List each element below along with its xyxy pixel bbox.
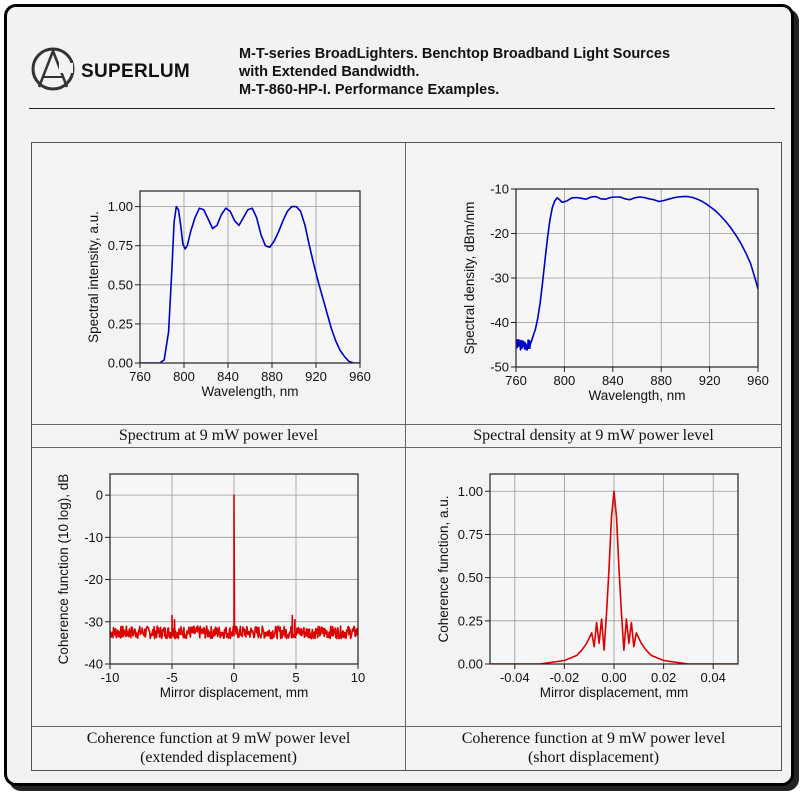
- plot-frame: [139, 190, 361, 364]
- x-tick-label: 10: [351, 670, 365, 685]
- x-tick-label: 760: [505, 373, 527, 388]
- x-tick-label: 920: [305, 369, 327, 384]
- y-tick-label: -10: [490, 182, 509, 197]
- y-tick-label: 0.50: [108, 277, 133, 292]
- x-tick-label: 0.00: [601, 670, 626, 685]
- grid-divider: [32, 447, 781, 448]
- series-group: [490, 490, 738, 664]
- y-tick-label: -20: [490, 226, 509, 241]
- y-tick-label: -10: [84, 530, 103, 545]
- spectral-density-chart: 760 800 840 880 920 960 -50 -40 -30 -20 -10 Wavelen…: [462, 182, 769, 404]
- caption-coherence-extended: Coherence function at 9 mW power level (…: [32, 729, 405, 767]
- caption-spectral-density: Spectral density at 9 mW power level: [473, 427, 714, 444]
- caption-coherence-short: Coherence function at 9 mW power level (…: [406, 729, 781, 767]
- y-tick-label: 0.75: [108, 238, 133, 253]
- x-tick-label: -0.02: [550, 670, 580, 685]
- x-tick-label: 0: [230, 670, 237, 685]
- y-axis-label: Coherence function, a.u.: [436, 495, 451, 642]
- y-tick-label: 0: [96, 488, 103, 503]
- x-tick-label: 960: [747, 373, 769, 388]
- y-axis-label: Spectral density, dBm/nm: [462, 202, 477, 355]
- x-tick-label: 0.04: [701, 670, 726, 685]
- y-tick-label: 0.25: [108, 316, 133, 331]
- superlum-logo-icon: [31, 47, 75, 91]
- y-tick-label: -50: [490, 360, 509, 375]
- y-tick-label: -30: [84, 614, 103, 629]
- x-tick-label: -10: [101, 670, 120, 685]
- title-line-1: M-T-series BroadLighters. Benchtop Broad…: [239, 46, 671, 62]
- chart-grid: 760 800 840 880 920 960 0.00 0.25 0.50 0.75 1.00 Wa…: [31, 142, 782, 771]
- series-group: [140, 205, 360, 363]
- x-tick-label: 880: [261, 369, 283, 384]
- grid-divider: [32, 726, 781, 727]
- x-axis-label: Wavelength, nm: [201, 384, 298, 399]
- data-series-line: [516, 195, 758, 351]
- x-tick-label: -0.04: [500, 670, 530, 685]
- x-tick-label: 5: [292, 670, 299, 685]
- x-axis-label: Mirror displacement, mm: [160, 685, 309, 700]
- caption-line: Coherence function at 9 mW power level: [86, 730, 351, 747]
- coherence-short-chart: -0.04 -0.02 0.00 0.02 0.04 0.00 0.25 0.50 0.75 1.…: [436, 473, 739, 700]
- x-tick-label: 880: [650, 373, 672, 388]
- y-tick-label: -30: [490, 271, 509, 286]
- grid-divider: [32, 424, 781, 425]
- page-frame: SUPERLUM M-T-series BroadLighters. Bench…: [4, 4, 794, 786]
- series-group: [516, 195, 758, 351]
- x-tick-label: 760: [129, 369, 151, 384]
- y-axis-label: Coherence function (10 log), dB: [56, 474, 71, 665]
- x-tick-label: 920: [699, 373, 721, 388]
- x-tick-label: 960: [349, 369, 371, 384]
- x-axis-label: Wavelength, nm: [588, 388, 685, 403]
- data-series-line: [110, 494, 358, 640]
- header-divider: [29, 108, 775, 109]
- x-tick-label: 840: [217, 369, 239, 384]
- data-series-line: [490, 490, 738, 664]
- x-tick-label: 800: [554, 373, 576, 388]
- y-tick-label: 0.50: [458, 570, 483, 585]
- y-axis-label: Spectral intensity, a.u.: [86, 211, 101, 343]
- caption-line: Coherence function at 9 mW power level: [461, 730, 726, 747]
- grid-divider-vertical: [405, 143, 406, 770]
- title-line-2: with Extended Bandwidth.: [239, 64, 420, 80]
- title-line-3: M-T-860-HP-I. Performance Examples.: [239, 82, 500, 98]
- y-tick-label: -40: [490, 315, 509, 330]
- y-tick-label: 1.00: [108, 199, 133, 214]
- x-tick-label: 0.02: [651, 670, 676, 685]
- caption-line: (extended displacement): [140, 749, 297, 766]
- y-tick-label: 0.00: [458, 657, 483, 672]
- y-tick-label: 1.00: [458, 484, 483, 499]
- caption-line: (short displacement): [527, 749, 660, 766]
- page-title: M-T-series BroadLighters. Benchtop Broad…: [239, 45, 670, 99]
- y-tick-label: -20: [84, 572, 103, 587]
- data-series-line: [140, 205, 360, 363]
- x-axis-label: Mirror displacement, mm: [540, 685, 689, 700]
- x-tick-label: -5: [166, 670, 178, 685]
- series-group: [110, 494, 358, 640]
- y-tick-label: -40: [84, 657, 103, 672]
- brand-name: SUPERLUM: [81, 61, 191, 82]
- caption-spectrum: Spectrum at 9 mW power level: [118, 427, 319, 444]
- y-tick-label: 0.00: [108, 356, 133, 371]
- y-tick-label: 0.25: [458, 613, 483, 628]
- x-tick-label: 800: [173, 369, 195, 384]
- plot-area: [140, 191, 360, 363]
- y-tick-label: 0.75: [458, 527, 483, 542]
- x-tick-label: 840: [602, 373, 624, 388]
- spectrum-chart: 760 800 840 880 920 960 0.00 0.25 0.50 0.75 1.00 Wa…: [86, 190, 371, 399]
